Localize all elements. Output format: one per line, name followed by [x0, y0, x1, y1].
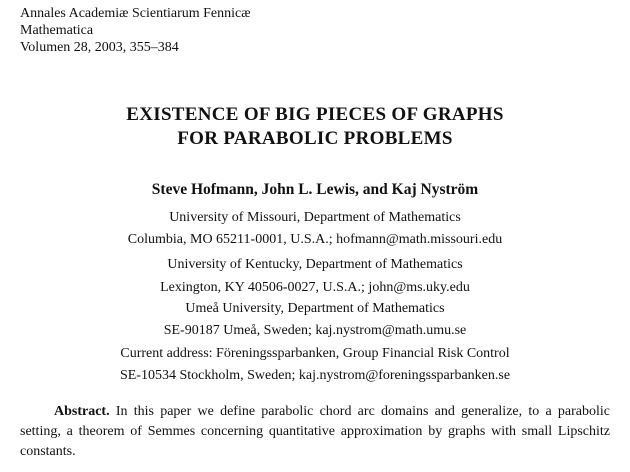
affiliation-3-line-1: Umeå University, Department of Mathemati… [185, 301, 445, 316]
journal-series: Mathematica [20, 23, 94, 38]
paper-title-line-1: EXISTENCE OF BIG PIECES OF GRAPHS [126, 104, 504, 125]
affiliation-2-line-2: Lexington, KY 40506-0027, U.S.A.; john@m… [160, 280, 470, 295]
affiliation-3-line-2: SE-90187 Umeå, Sweden; kaj.nystrom@math.… [163, 323, 467, 338]
affiliation-1-line-2: Columbia, MO 65211-0001, U.S.A.; hofmann… [127, 232, 503, 247]
affiliation-4-line-1: Current address: Föreningssparbanken, Gr… [120, 346, 510, 361]
abstract-text: In this paper we define parabolic chord … [20, 404, 611, 459]
affiliation-4-line-2: SE-10534 Stockholm, Sweden; kaj.nystrom@… [119, 368, 511, 383]
journal-volume: Volumen 28, 2003, 355–384 [20, 40, 179, 55]
affiliation-1-line-1: University of Missouri, Department of Ma… [169, 210, 461, 225]
abstract-label: Abstract. [54, 404, 110, 419]
authors: Steve Hofmann, John L. Lewis, and Kaj Ny… [151, 181, 479, 198]
affiliation-2-line-1: University of Kentucky, Department of Ma… [167, 257, 463, 272]
journal-name: Annales Academiæ Scientiarum Fennicæ [20, 6, 251, 21]
abstract: Abstract. In this paper we define parabo… [20, 402, 610, 462]
paper-title-line-2: FOR PARABOLIC PROBLEMS [177, 128, 453, 149]
